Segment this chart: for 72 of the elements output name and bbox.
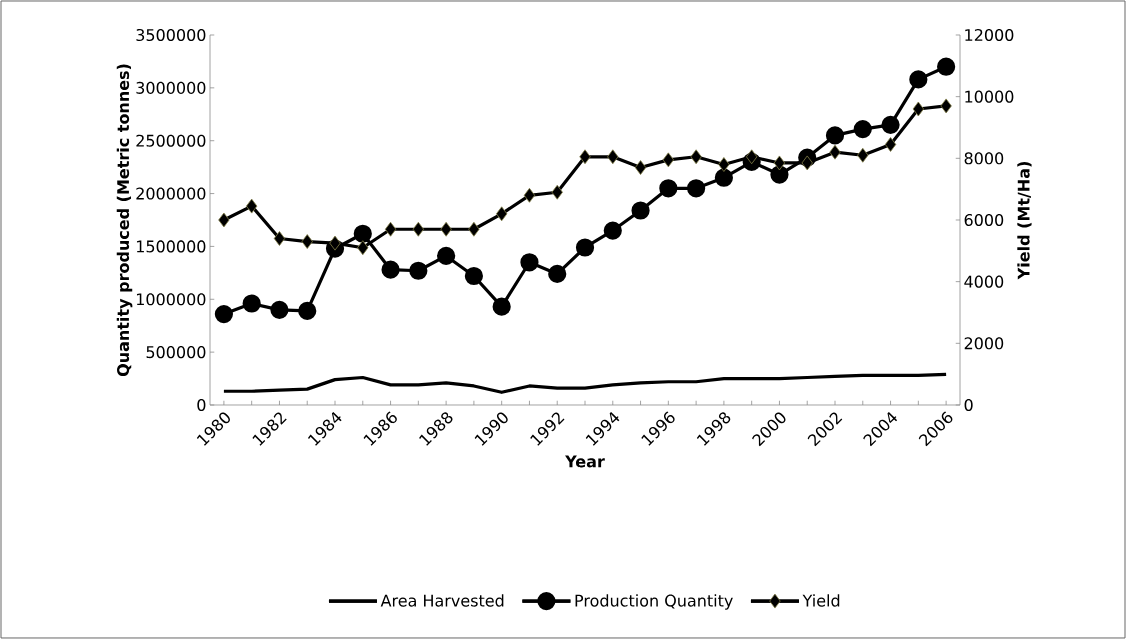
point: [548, 264, 567, 284]
y2-tick-label: 10000: [965, 90, 1014, 103]
point: [218, 212, 230, 228]
point: [853, 119, 872, 139]
point: [242, 294, 261, 313]
point: [575, 238, 595, 257]
y-tick-label: 2000000: [136, 187, 206, 200]
point: [825, 126, 845, 145]
y2-axis-title: Yield (Mt/Ha): [1017, 162, 1032, 280]
point: [687, 179, 706, 198]
point: [881, 115, 900, 134]
y2-tick-label: 6000: [964, 213, 1004, 227]
y-axis-title: Quantity produced (Metric tonnes): [116, 64, 133, 377]
point: [909, 70, 928, 89]
point: [634, 160, 647, 175]
y2-tick-label: 8000: [964, 152, 1004, 165]
point: [773, 155, 786, 171]
point: [301, 234, 313, 249]
point: [659, 179, 678, 198]
point: [409, 261, 428, 280]
point: [273, 231, 286, 246]
point: [940, 98, 952, 114]
point: [607, 149, 619, 165]
point: [492, 297, 511, 316]
legend-label: Yield: [802, 594, 840, 607]
point: [246, 198, 258, 214]
point: [381, 260, 400, 279]
y-tick-label: 1500000: [136, 240, 206, 253]
legend-label: Production Quantity: [575, 594, 733, 610]
y-tick-label: 500000: [146, 346, 206, 359]
point: [603, 221, 622, 240]
point: [662, 152, 674, 168]
point: [523, 187, 536, 203]
point: [718, 157, 730, 172]
point: [440, 221, 452, 237]
y-tick-label: 3500000: [136, 28, 206, 42]
x-axis-title: Year: [565, 455, 605, 468]
point: [690, 149, 702, 165]
point: [551, 184, 563, 200]
point: [353, 224, 372, 243]
point: [437, 246, 456, 266]
point: [468, 221, 480, 237]
point: [357, 240, 369, 256]
y-tick-label: 0: [197, 398, 206, 412]
point: [270, 300, 289, 319]
y-tick-label: 1000000: [136, 293, 206, 306]
legend-label: Area Harvested: [380, 594, 504, 607]
point: [801, 155, 813, 171]
point: [579, 149, 591, 165]
y2-tick-label: 12000: [965, 28, 1014, 42]
point: [746, 149, 758, 165]
point: [912, 101, 924, 117]
point: [298, 301, 317, 320]
point: [329, 235, 341, 251]
point: [770, 165, 789, 184]
point: [857, 147, 869, 163]
point: [214, 304, 233, 324]
point: [384, 221, 397, 237]
point: [464, 266, 483, 286]
point: [631, 201, 650, 220]
y2-tick-label: 2000: [964, 337, 1004, 350]
y-tick-label: 3000000: [136, 81, 206, 94]
y2-tick-label: 4000: [964, 275, 1004, 288]
point: [412, 221, 424, 237]
point: [714, 168, 733, 187]
y-tick-label: 2500000: [136, 134, 206, 147]
y2-tick-label: 0: [964, 398, 973, 412]
point: [829, 144, 841, 160]
point: [884, 137, 897, 152]
point: [496, 206, 508, 222]
point: [520, 253, 539, 272]
point: [937, 57, 956, 76]
